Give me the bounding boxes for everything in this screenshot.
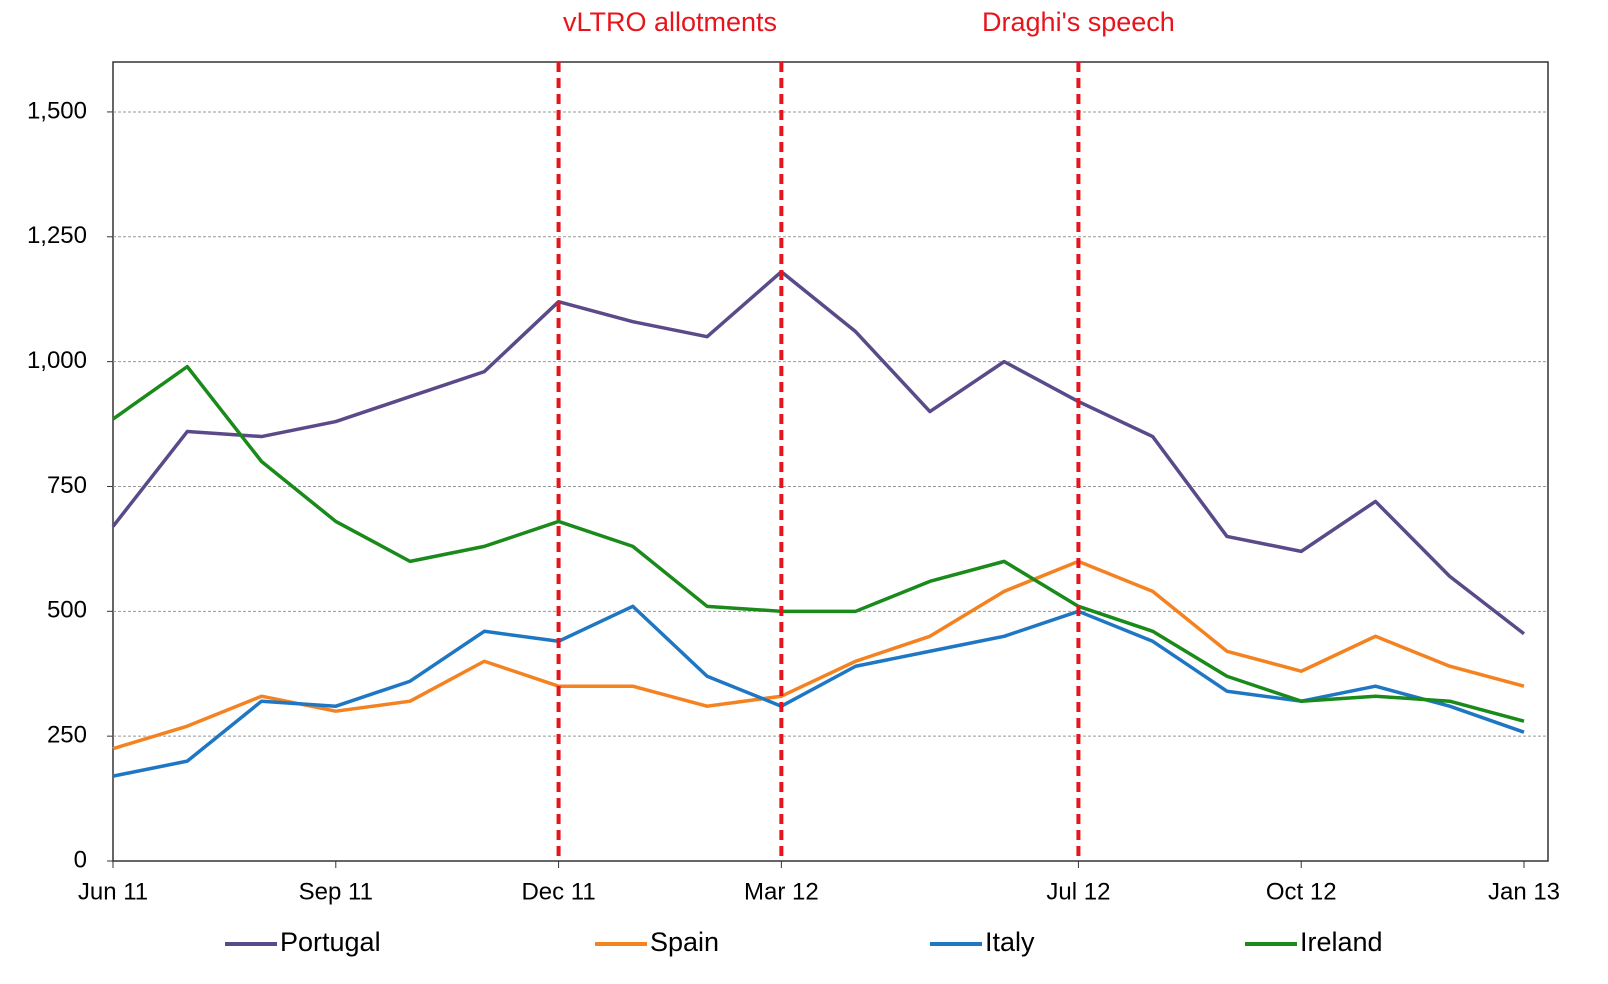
plot-frame (112, 61, 1549, 862)
y-tick-label: 250 (47, 722, 87, 749)
legend-label: Spain (650, 927, 719, 957)
x-tick-label: Dec 11 (521, 878, 595, 905)
series-line (111, 364, 1525, 723)
y-tick-label: 500 (47, 597, 87, 624)
legend-label: Ireland (1300, 927, 1383, 957)
x-tick-label: Jun 11 (78, 878, 148, 905)
y-tick-label: 1,000 (27, 347, 87, 374)
annotation: vLTRO allotments (563, 7, 777, 37)
y-tick-label: 750 (47, 472, 87, 499)
x-tick-label: Jan 13 (1488, 878, 1560, 905)
annotation: Draghi's speech (982, 7, 1175, 37)
series-line (112, 559, 1525, 751)
x-tick-label: Oct 12 (1266, 878, 1337, 905)
series-line (111, 269, 1526, 636)
y-tick-label: 1,500 (27, 97, 87, 124)
legend-label: Italy (985, 927, 1035, 957)
y-tick-label: 0 (74, 846, 87, 873)
x-tick-label: Mar 12 (744, 878, 819, 905)
series-line (112, 604, 1525, 778)
y-tick-label: 1,250 (27, 222, 87, 249)
x-tick-label: Sep 11 (299, 878, 373, 905)
x-tick-label: Jul 12 (1046, 878, 1110, 905)
legend-label: Portugal (280, 927, 381, 957)
